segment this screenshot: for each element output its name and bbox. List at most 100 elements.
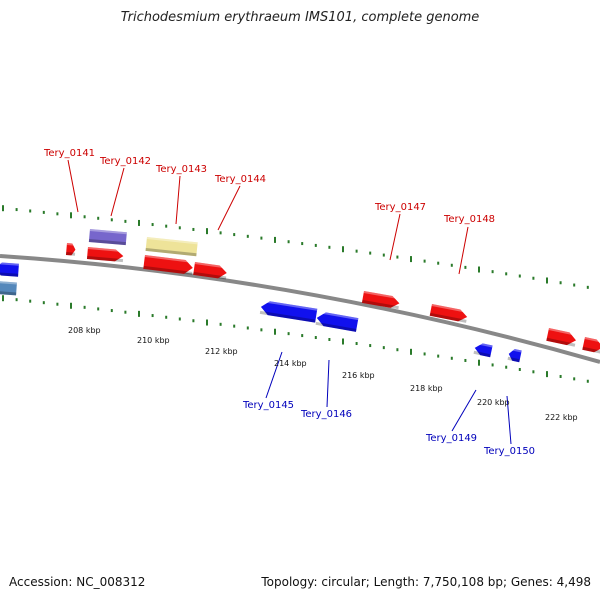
gene-label-tery-0149[interactable]: Tery_0149 [425,433,477,444]
gene-label-tery-0147[interactable]: Tery_0147 [374,202,426,213]
upper-tick [29,209,32,213]
lower-tick [478,359,480,366]
lower-tick [260,328,263,332]
gene-arrow-forward[interactable] [429,304,469,323]
upper-tick [505,272,508,276]
lower-tick [437,354,440,358]
gene-label-tery-0144[interactable]: Tery_0144 [214,174,266,185]
upper-tick [97,216,100,220]
gene-arrow-forward[interactable] [86,247,124,263]
upper-tick [423,259,426,263]
gene-arrow-forward[interactable] [546,328,578,347]
upper-tick [124,219,127,223]
upper-tick [314,243,317,247]
gene-label-tery-0145[interactable]: Tery_0145 [242,400,294,411]
upper-tick [437,261,440,265]
lower-tick [206,319,208,326]
gene-arrow-reverse[interactable] [473,342,493,358]
upper-tick [491,270,494,274]
upper-tick [369,251,372,255]
upper-tick [246,234,249,238]
lower-tick [70,302,72,309]
upper-tick [287,240,290,244]
gene-feature-steelblue[interactable] [0,281,17,296]
upper-tick [192,227,195,231]
upper-tick [70,212,72,219]
upper-tick [546,277,548,284]
gene-label-tery-0141[interactable]: Tery_0141 [43,148,95,159]
lower-tick [491,363,494,367]
lower-tick [423,352,426,356]
leader-line-tery-0142 [110,167,125,217]
upper-tick [83,215,86,219]
lower-tick [369,344,372,348]
upper-tick [396,255,399,259]
lower-tick [124,310,127,314]
lower-tick [505,365,508,369]
scale-label: 218 kbp [410,384,443,393]
lower-tick [464,358,467,362]
upper-tick [450,263,453,267]
leader-line-tery-0148 [458,226,469,275]
scale-label: 212 kbp [205,347,238,356]
upper-tick [328,245,331,249]
gene-label-tery-0143[interactable]: Tery_0143 [155,164,207,175]
lower-tick [396,348,399,352]
gene-label-tery-0146[interactable]: Tery_0146 [300,409,352,420]
lower-tick [410,348,412,355]
topology-text: Topology: circular; Length: 7,750,108 bp… [261,575,591,589]
genome-backbone [0,254,600,364]
gene-arrow-forward[interactable] [361,291,401,310]
gene-feature-purple[interactable] [88,229,127,246]
gene-arrow-forward[interactable] [143,255,194,275]
gene-features [0,229,600,363]
lower-tick [56,302,59,306]
gene-arrow-reverse[interactable] [315,311,359,332]
lower-tick [15,298,18,302]
gene-label-tery-0150[interactable]: Tery_0150 [483,446,535,457]
lower-tick [219,322,222,326]
gene-arrow-forward[interactable] [65,243,76,256]
lower-tick [532,370,535,374]
tick-marks [2,205,589,383]
gene-labels: Tery_0141 Tery_0142 Tery_0143 Tery_0144 … [43,148,535,457]
lower-tick [573,377,576,381]
lower-tick [42,301,45,305]
lower-tick [301,334,304,338]
upper-tick [15,208,18,212]
scale-label: 222 kbp [545,413,578,422]
leader-line-tery-0143 [175,175,181,225]
lower-tick [450,356,453,360]
lower-tick [328,338,331,342]
leader-line-tery-0145 [265,351,283,399]
gene-label-tery-0148[interactable]: Tery_0148 [443,214,495,225]
lower-tick [110,309,113,313]
upper-tick [478,266,480,273]
upper-tick [206,228,208,235]
lower-tick [83,305,86,309]
gene-label-tery-0142[interactable]: Tery_0142 [99,156,151,167]
upper-tick [518,274,521,278]
lower-tick [97,307,100,311]
leader-line-tery-0146 [326,359,330,408]
scale-label: 220 kbp [477,398,510,407]
lower-tick [138,310,140,317]
upper-tick [301,242,304,246]
gene-arrow-forward[interactable] [193,262,228,280]
gene-arrow-reverse[interactable] [0,262,19,277]
gene-arrow-reverse[interactable] [507,348,522,363]
lower-tick [586,379,589,383]
scale-labels: 208 kbp 210 kbp 212 kbp 214 kbp 216 kbp … [68,326,578,422]
lower-tick [274,328,276,335]
upper-tick [355,249,358,253]
upper-tick [219,231,222,235]
gene-arrow-reverse[interactable] [259,300,318,323]
gene-feature-yellow[interactable] [145,237,198,257]
scale-label: 210 kbp [137,336,170,345]
upper-tick [151,223,154,227]
leader-line-tery-0144 [217,185,241,231]
upper-tick [464,265,467,269]
lower-tick [546,371,548,378]
gene-arrow-forward[interactable] [582,337,600,354]
